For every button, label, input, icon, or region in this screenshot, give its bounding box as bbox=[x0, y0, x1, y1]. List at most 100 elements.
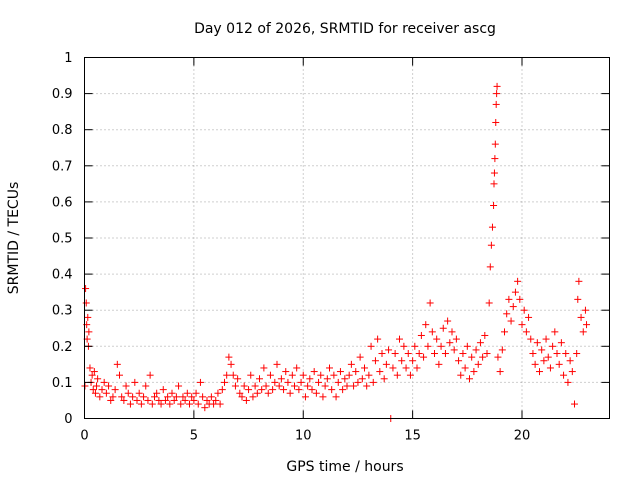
x-tick-label: 20 bbox=[514, 429, 531, 444]
data-point bbox=[553, 350, 561, 358]
y-tick-label: 1 bbox=[64, 51, 72, 66]
data-point bbox=[461, 364, 469, 372]
data-point bbox=[124, 389, 132, 397]
data-point bbox=[234, 375, 242, 383]
data-point bbox=[555, 360, 563, 368]
data-point bbox=[275, 382, 283, 390]
data-point bbox=[498, 346, 506, 354]
data-point bbox=[371, 357, 379, 365]
data-point bbox=[142, 382, 150, 390]
data-point bbox=[551, 328, 559, 336]
data-point bbox=[542, 335, 550, 343]
data-point bbox=[315, 378, 323, 386]
y-tick-label: 0.3 bbox=[52, 304, 73, 319]
data-point bbox=[536, 368, 543, 376]
data-point bbox=[488, 223, 496, 231]
data-point bbox=[389, 364, 397, 372]
data-point bbox=[129, 393, 137, 401]
data-point bbox=[284, 378, 292, 386]
data-point bbox=[159, 386, 167, 394]
data-point bbox=[186, 400, 193, 408]
data-point bbox=[113, 360, 121, 368]
data-point bbox=[404, 350, 412, 358]
data-point bbox=[562, 350, 570, 358]
data-point bbox=[212, 396, 220, 404]
data-point bbox=[218, 386, 226, 394]
data-point bbox=[476, 339, 484, 347]
data-point bbox=[363, 382, 371, 390]
data-point bbox=[288, 371, 296, 379]
data-point bbox=[216, 400, 224, 408]
y-tick-label: 0.9 bbox=[52, 87, 73, 102]
data-point bbox=[406, 371, 414, 379]
data-point bbox=[491, 155, 499, 163]
data-point bbox=[326, 364, 333, 372]
data-point bbox=[126, 400, 134, 408]
data-point bbox=[546, 364, 554, 372]
data-points bbox=[81, 82, 591, 422]
data-point bbox=[277, 375, 285, 383]
data-point bbox=[308, 386, 316, 394]
data-point bbox=[583, 321, 591, 329]
data-point bbox=[450, 346, 458, 354]
data-point bbox=[260, 364, 268, 372]
data-point bbox=[511, 288, 519, 296]
data-point bbox=[352, 368, 360, 376]
data-point bbox=[231, 382, 239, 390]
data-point bbox=[238, 393, 246, 401]
data-point bbox=[529, 350, 537, 358]
data-point bbox=[493, 82, 501, 90]
data-point bbox=[249, 393, 257, 401]
data-point bbox=[439, 324, 447, 332]
data-point bbox=[109, 393, 117, 401]
data-point bbox=[549, 342, 557, 350]
data-point bbox=[100, 378, 108, 386]
data-point bbox=[177, 400, 185, 408]
data-point bbox=[560, 371, 568, 379]
data-point bbox=[415, 350, 423, 358]
axis-ticks: 00.10.20.30.40.50.60.70.80.910 5 10 15 20 bbox=[52, 51, 610, 444]
data-point bbox=[146, 371, 154, 379]
data-point bbox=[568, 368, 576, 376]
data-point bbox=[183, 389, 191, 397]
data-point bbox=[501, 328, 508, 336]
data-point bbox=[356, 353, 364, 361]
x-tick-label: 10 bbox=[295, 429, 312, 444]
data-point bbox=[223, 371, 231, 379]
data-point bbox=[140, 393, 148, 401]
data-point bbox=[203, 396, 211, 404]
data-point bbox=[557, 339, 565, 347]
data-point bbox=[522, 328, 530, 336]
data-point bbox=[485, 299, 493, 307]
data-point bbox=[144, 396, 152, 404]
data-point bbox=[207, 393, 215, 401]
data-point bbox=[137, 400, 145, 408]
data-point bbox=[413, 364, 421, 372]
data-point bbox=[339, 386, 347, 394]
data-point bbox=[448, 328, 456, 336]
data-point bbox=[380, 375, 388, 383]
data-point bbox=[94, 375, 102, 383]
y-tick-label: 0.6 bbox=[52, 195, 73, 210]
y-tick-label: 0.5 bbox=[52, 232, 73, 247]
data-point bbox=[210, 400, 218, 408]
data-point bbox=[299, 371, 307, 379]
data-point bbox=[221, 378, 228, 386]
data-point bbox=[533, 339, 541, 347]
data-point bbox=[118, 393, 126, 401]
y-tick-label: 0.4 bbox=[52, 268, 73, 283]
data-point bbox=[273, 360, 281, 368]
data-point bbox=[321, 382, 329, 390]
x-tick-label: 15 bbox=[404, 429, 421, 444]
data-point bbox=[116, 371, 123, 379]
data-point bbox=[514, 277, 522, 285]
y-tick-label: 0.7 bbox=[52, 159, 73, 174]
data-point bbox=[317, 371, 325, 379]
data-point bbox=[280, 386, 288, 394]
data-point bbox=[161, 396, 169, 404]
data-point bbox=[82, 299, 90, 307]
data-point bbox=[509, 303, 517, 311]
data-point bbox=[391, 350, 399, 358]
data-point bbox=[258, 386, 266, 394]
data-point bbox=[201, 404, 209, 412]
